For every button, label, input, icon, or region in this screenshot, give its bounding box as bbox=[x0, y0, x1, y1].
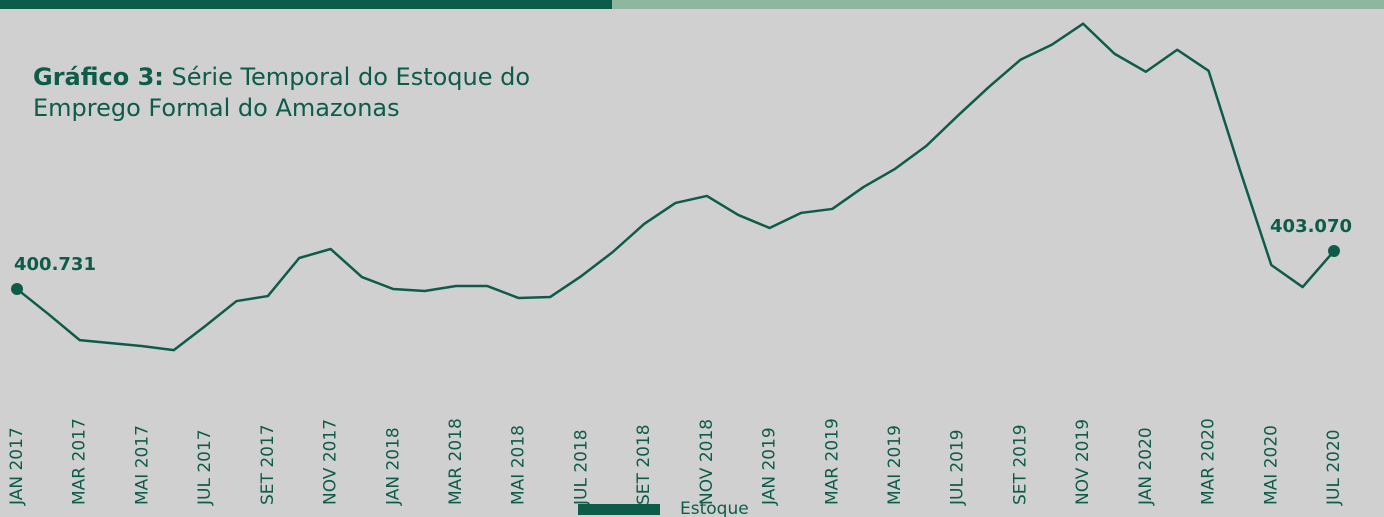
title-text: Série Temporal do Estoque do Emprego For… bbox=[33, 63, 531, 122]
line bbox=[16, 22, 1335, 352]
x-tick-label: JUL 2017 bbox=[195, 429, 215, 506]
x-tick-label: JAN 2020 bbox=[1136, 427, 1156, 506]
x-tick-label: NOV 2019 bbox=[1073, 419, 1093, 505]
legend-label: Estoque bbox=[680, 499, 749, 517]
x-tick-label: MAR 2018 bbox=[446, 418, 466, 505]
x-tick-label: MAI 2020 bbox=[1261, 425, 1281, 505]
x-tick-label: JUL 2018 bbox=[571, 429, 591, 506]
x-tick-label: MAI 2018 bbox=[509, 425, 529, 505]
chart-title: Gráfico 3: Série Temporal do Estoque do … bbox=[33, 62, 533, 124]
point bbox=[1328, 244, 1340, 257]
x-tick-label: SET 2019 bbox=[1010, 424, 1030, 505]
x-tick-label: MAI 2017 bbox=[132, 425, 152, 505]
x-tick-label: JAN 2017 bbox=[7, 427, 27, 506]
x-tick-label: NOV 2018 bbox=[697, 419, 717, 505]
x-tick-label: MAR 2019 bbox=[822, 418, 842, 505]
x-tick-label: MAR 2020 bbox=[1199, 418, 1219, 505]
x-tick-label: MAI 2019 bbox=[885, 425, 905, 505]
point bbox=[11, 283, 23, 296]
top-bar-dark bbox=[0, 0, 612, 9]
x-tick-label: MAR 2017 bbox=[70, 418, 90, 505]
data-label: 400.731 bbox=[14, 254, 96, 275]
x-tick-label: JAN 2019 bbox=[760, 427, 780, 506]
x-tick-label: JUL 2019 bbox=[948, 429, 968, 506]
x-tick-label: SET 2017 bbox=[258, 424, 278, 505]
x-tick-label: JUL 2020 bbox=[1324, 429, 1344, 506]
x-tick-label: SET 2018 bbox=[634, 424, 654, 505]
data-label: 403.070 bbox=[1270, 216, 1352, 237]
x-tick-label: NOV 2017 bbox=[321, 419, 341, 505]
title-label: Gráfico 3: bbox=[33, 63, 164, 91]
top-bar-light bbox=[612, 0, 1384, 9]
legend-swatch bbox=[578, 504, 660, 515]
x-tick-label: JAN 2018 bbox=[383, 427, 403, 506]
